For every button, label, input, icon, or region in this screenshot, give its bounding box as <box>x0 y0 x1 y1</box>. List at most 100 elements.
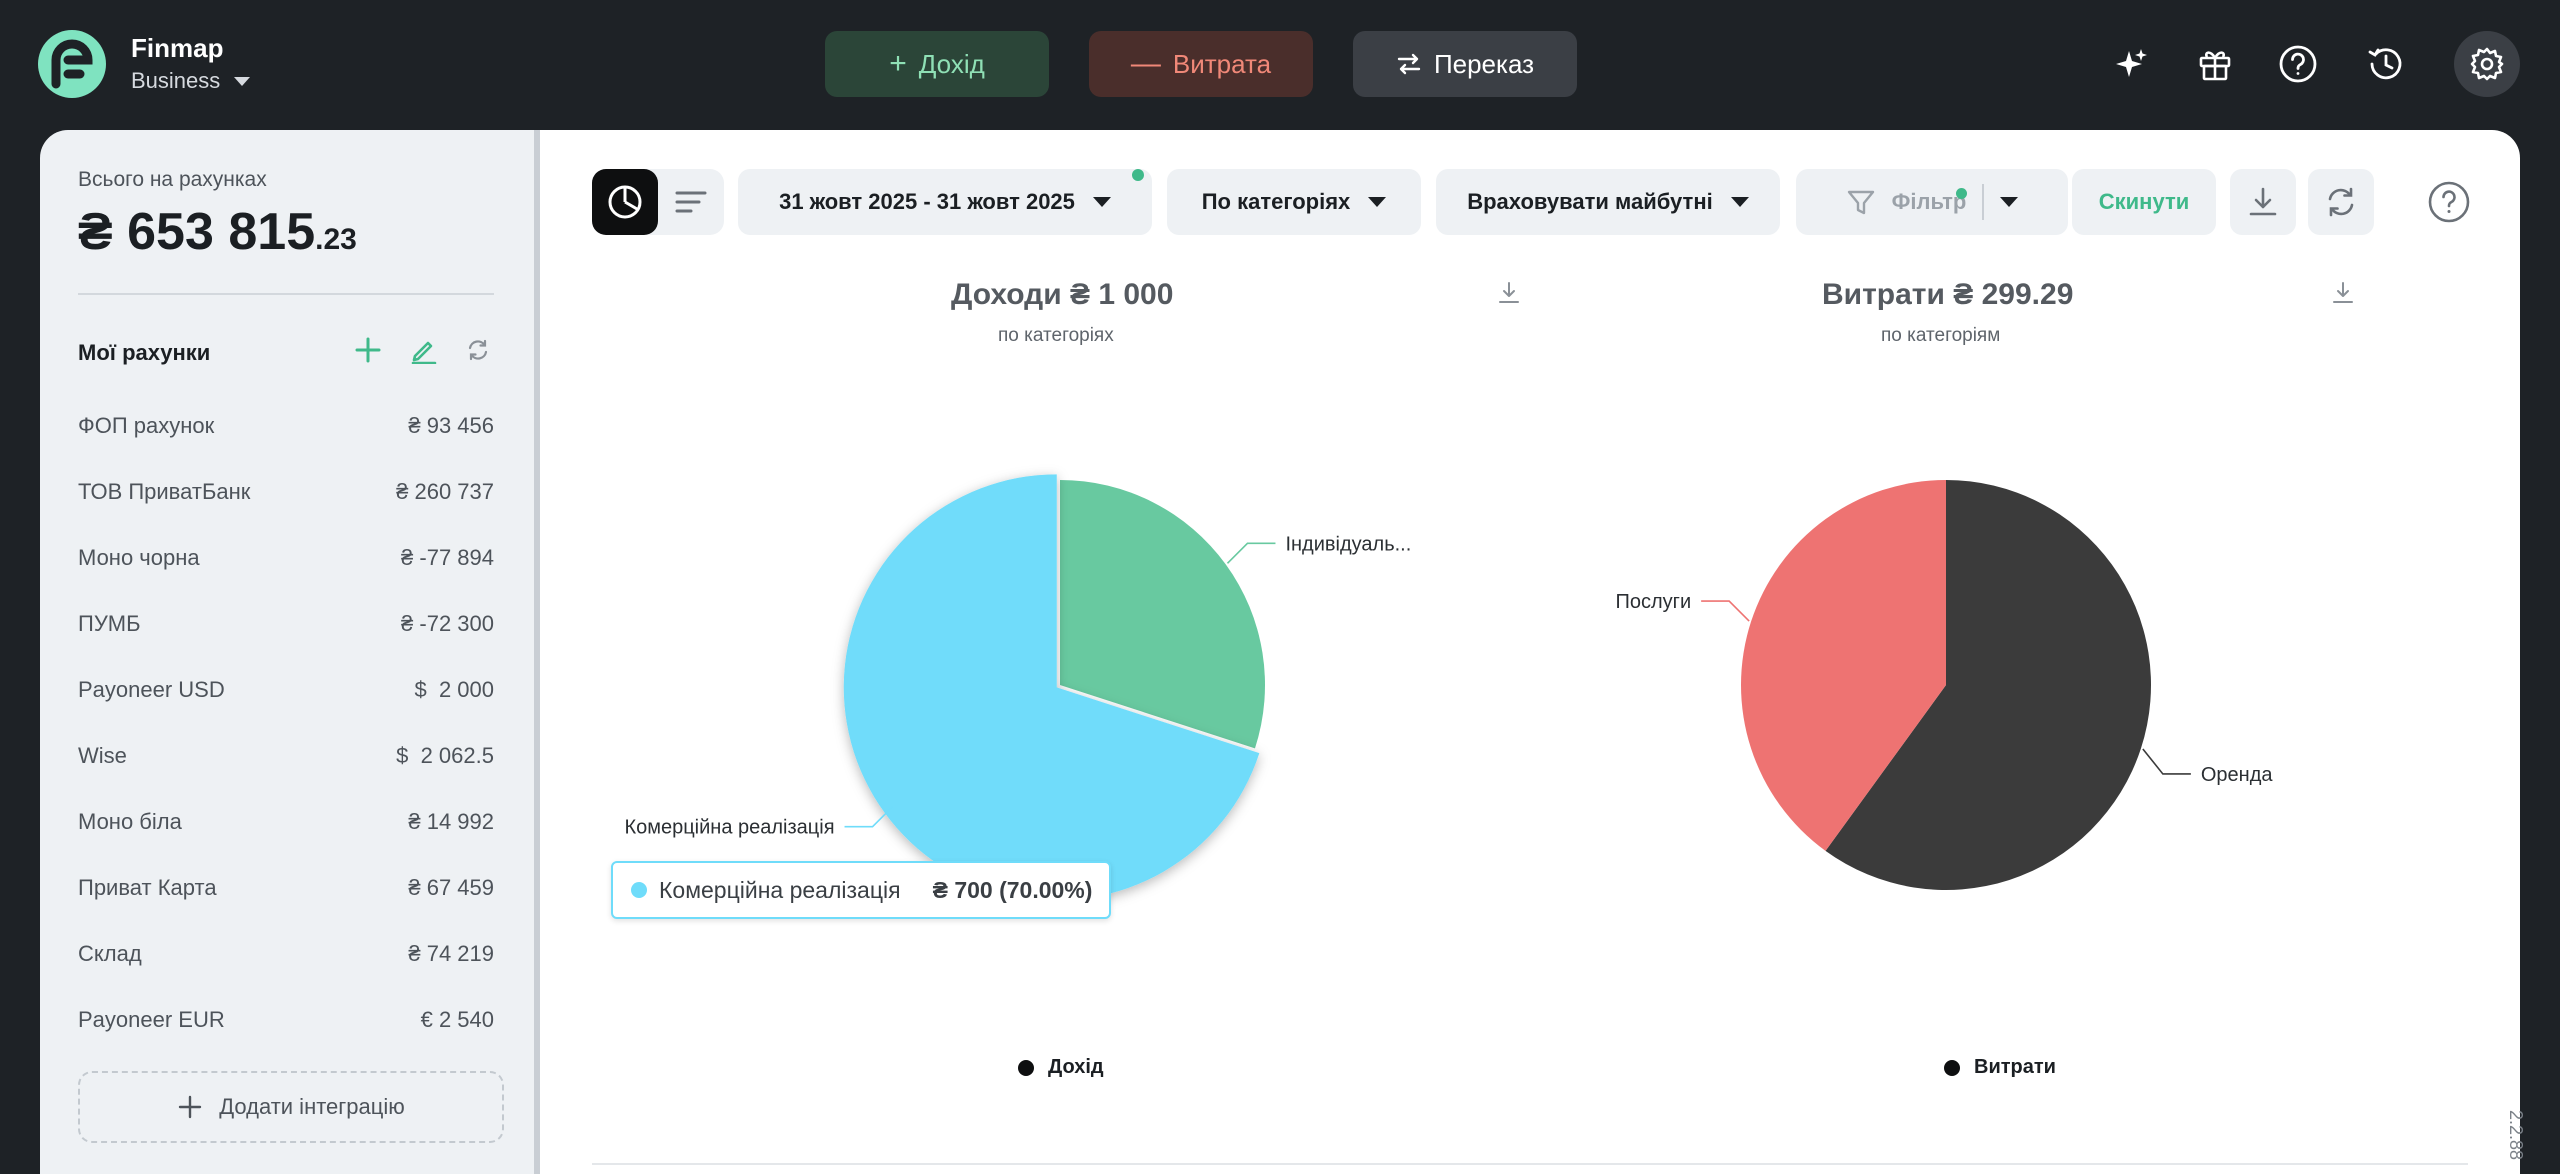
add-income-button[interactable]: + Дохід <box>825 31 1049 97</box>
pie-slice[interactable] <box>1741 480 1946 851</box>
income-legend-label: Дохід <box>1048 1056 1104 1078</box>
expense-chart-title: Витрати ₴ 299.29 <box>1822 278 2074 311</box>
filter-control[interactable]: Фільтр <box>1796 169 2068 235</box>
account-row[interactable]: Моно біла ₴ 14 992 <box>78 797 494 847</box>
gift-icon[interactable] <box>2187 36 2243 92</box>
reset-filters-button[interactable]: Скинути <box>2072 169 2216 235</box>
pie-slice-label: Комерційна реалізація <box>624 817 834 839</box>
expense-legend[interactable]: Витрати <box>1944 1056 2056 1079</box>
account-row[interactable]: Приват Карта ₴ 67 459 <box>78 863 494 913</box>
filter-active-indicator <box>1956 188 1967 199</box>
total-currency: ₴ <box>78 203 113 261</box>
account-row[interactable]: Моно чорна ₴ -77 894 <box>78 533 494 583</box>
tooltip-value: ₴ 700 (70.00%) <box>932 876 1093 903</box>
sidebar-scrollbar[interactable] <box>534 130 540 1174</box>
label-leader-line <box>1701 600 1750 622</box>
refresh-accounts-icon[interactable] <box>460 332 496 368</box>
date-range-select[interactable]: 31 жовт 2025 - 31 жовт 2025 <box>738 169 1152 235</box>
account-amount: $ 2 062.5 <box>396 743 494 768</box>
total-balance: ₴ 653 815.23 <box>78 202 357 262</box>
refresh-button[interactable] <box>2308 169 2374 235</box>
legend-dot <box>1018 1059 1034 1076</box>
accounts-title: Мої рахунки <box>78 340 211 365</box>
account-name: ФОП рахунок <box>78 413 215 438</box>
add-expense-label: Витрата <box>1172 48 1272 79</box>
future-select[interactable]: Враховувати майбутні <box>1436 169 1780 235</box>
tooltip-label: Комерційна реалізація <box>659 876 901 903</box>
finmap-logo <box>38 30 106 98</box>
account-name: ПУМБ <box>78 611 141 636</box>
expense-download-icon[interactable] <box>2325 275 2361 311</box>
pie-slice-label: Оренда <box>2201 764 2274 786</box>
list-view-button[interactable] <box>658 169 724 235</box>
account-row[interactable]: ФОП рахунок ₴ 93 456 <box>78 401 494 451</box>
expense-pie: Оренда Послуги <box>1615 480 2273 890</box>
income-legend[interactable]: Дохід <box>1018 1056 1104 1079</box>
history-icon[interactable] <box>2358 36 2414 92</box>
account-name: Моно чорна <box>78 545 200 570</box>
sparkles-icon[interactable] <box>2104 36 2160 92</box>
help-icon[interactable] <box>2270 36 2326 92</box>
total-balance-label: Всього на рахунках <box>78 168 267 191</box>
chart-view-button[interactable] <box>592 169 658 235</box>
account-name: Wise <box>78 743 127 768</box>
account-amount: ₴ 14 992 <box>408 809 494 834</box>
accounts-sidebar: Всього на рахунках ₴ 653 815.23 Мої раху… <box>40 130 534 1174</box>
date-range-value: 31 жовт 2025 - 31 жовт 2025 <box>779 189 1075 214</box>
workspace-name: Business <box>131 68 221 93</box>
pie-slice[interactable] <box>1825 480 2151 890</box>
pie-slice[interactable] <box>1060 480 1265 749</box>
add-integration-button[interactable]: Додати інтеграцію <box>78 1071 504 1143</box>
pie-slice[interactable] <box>843 474 1260 901</box>
account-row[interactable]: Payoneer EUR € 2 540 <box>78 995 494 1045</box>
divider <box>78 293 494 295</box>
settings-button[interactable] <box>2454 31 2520 97</box>
account-amount: ₴ 93 456 <box>408 413 494 438</box>
account-amount: $ 2 000 <box>414 677 494 702</box>
chevron-down-icon <box>1368 197 1387 207</box>
account-row[interactable]: ТОВ ПриватБанк ₴ 260 737 <box>78 467 494 517</box>
chevron-down-icon <box>1092 197 1111 207</box>
account-name: Моно біла <box>78 809 182 834</box>
account-amount: ₴ 67 459 <box>408 875 494 900</box>
account-row[interactable]: Payoneer USD $ 2 000 <box>78 665 494 715</box>
app-version: 2.2.88 <box>2506 1110 2526 1161</box>
account-row[interactable]: Wise $ 2 062.5 <box>78 731 494 781</box>
plus-icon: + <box>889 47 907 80</box>
grouping-select[interactable]: По категоріях <box>1167 169 1421 235</box>
add-expense-button[interactable]: — Витрата <box>1089 31 1313 97</box>
add-integration-label: Додати інтеграцію <box>219 1094 405 1119</box>
help-icon[interactable] <box>2426 179 2472 225</box>
account-row[interactable]: ПУМБ ₴ -72 300 <box>78 599 494 649</box>
reset-label: Скинути <box>2098 189 2190 214</box>
account-amount: € 2 540 <box>420 1007 494 1032</box>
view-toggle <box>592 169 724 235</box>
transfer-arrows-icon <box>1397 53 1421 75</box>
account-name: Payoneer USD <box>78 677 225 702</box>
app-name: Finmap <box>131 33 224 63</box>
future-value: Враховувати майбутні <box>1467 189 1713 214</box>
account-amount: ₴ 260 737 <box>396 479 494 504</box>
pie-tooltip: Комерційна реалізація ₴ 700 (70.00%) <box>611 861 1111 919</box>
minus-icon: — <box>1130 47 1161 80</box>
edit-accounts-icon[interactable] <box>406 332 442 368</box>
income-download-icon[interactable] <box>1491 275 1527 311</box>
income-pie: Індивідуаль... Комерційна реалізація <box>624 474 1411 901</box>
divider <box>592 1163 2468 1165</box>
total-integer: 653 815 <box>127 203 316 261</box>
expense-chart-subtitle: по категоріям <box>1881 325 2001 346</box>
download-button[interactable] <box>2230 169 2296 235</box>
add-transfer-button[interactable]: Переказ <box>1353 31 1577 97</box>
account-name: Склад <box>78 941 142 966</box>
account-amount: ₴ -77 894 <box>401 545 494 570</box>
funnel-icon <box>1847 190 1874 215</box>
account-row[interactable]: Склад ₴ 74 219 <box>78 929 494 979</box>
expense-legend-label: Витрати <box>1974 1056 2056 1078</box>
chevron-down-icon <box>2000 197 2019 207</box>
download-icon <box>2249 187 2277 216</box>
top-bar: Finmap Business + Дохід — Витрата Перека… <box>0 0 2560 130</box>
income-chart-subtitle: по категоріях <box>998 325 1114 346</box>
workspace-switcher[interactable]: Business <box>131 68 251 94</box>
label-leader-line <box>844 806 894 828</box>
add-account-icon[interactable] <box>350 332 386 368</box>
